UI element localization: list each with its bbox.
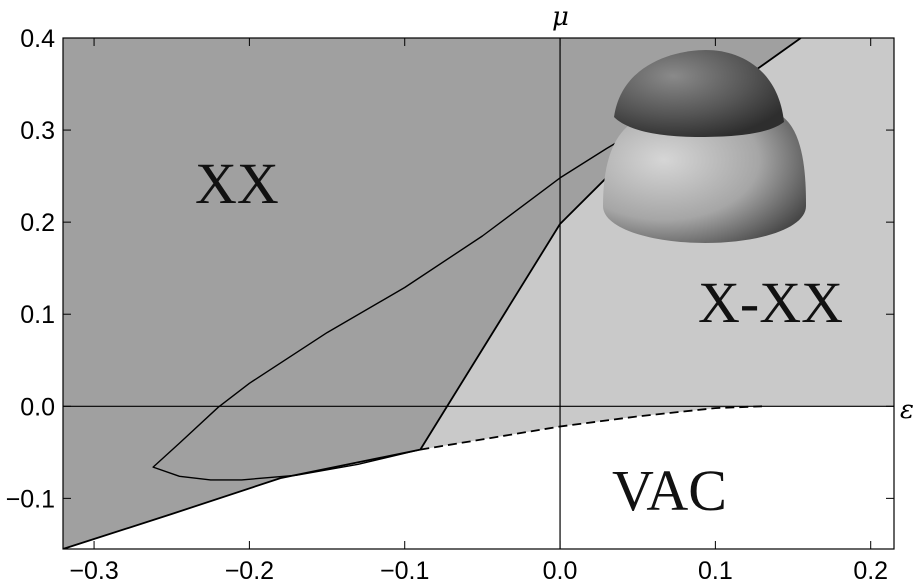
dome-cap (614, 50, 784, 137)
y-tick-label: 0.2 (20, 209, 55, 237)
y-tick-label: −0.1 (6, 485, 55, 513)
plot-frame (62, 37, 895, 550)
x-tick-label: 0.1 (698, 557, 733, 585)
x-xx-boundary-curve (152, 120, 654, 481)
x-tick-label: −0.1 (380, 557, 429, 585)
region-label-vac: VAC (612, 458, 727, 523)
region-label-xx: XX (195, 151, 279, 216)
x-tick-label: 0.2 (853, 557, 888, 585)
y-tick-label: 0.1 (20, 301, 55, 329)
y-tick-label: 0.4 (20, 25, 55, 53)
x-axis-label: ε (900, 395, 914, 425)
y-tick-label: 0.0 (20, 393, 55, 421)
dome-inset (603, 50, 806, 243)
y-axis-label: μ (552, 2, 569, 32)
region-vac (63, 406, 894, 549)
x-tick-label: −0.2 (225, 557, 274, 585)
region-label-x-xx: X-XX (698, 270, 843, 335)
y-tick-label: 0.3 (20, 117, 55, 145)
x-tick-label: 0.0 (543, 557, 578, 585)
x-tick-label: −0.3 (69, 557, 118, 585)
dome-base (603, 115, 806, 243)
